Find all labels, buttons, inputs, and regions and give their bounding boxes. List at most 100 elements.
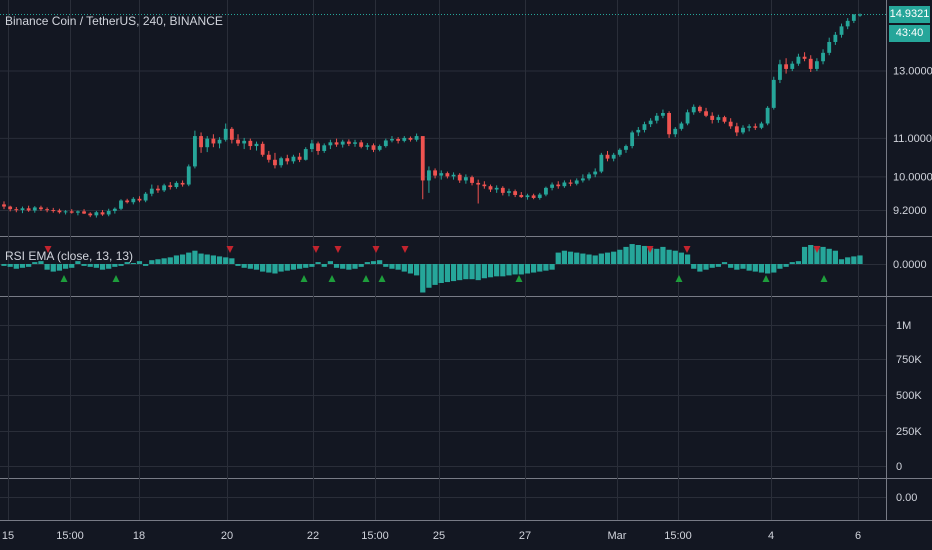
indicator-bar [44, 264, 50, 270]
indicator-tick-label: 0.0000 [893, 259, 927, 271]
candle-body [310, 143, 314, 150]
indicator-bar [229, 258, 235, 264]
indicator-bar [721, 262, 728, 264]
candle-body [833, 34, 838, 42]
indicator-bar [216, 256, 223, 264]
indicator-bar [820, 246, 826, 264]
candle-body [802, 56, 807, 59]
candle-body [242, 140, 247, 144]
candle-body [396, 139, 401, 141]
candle-body [821, 52, 825, 62]
candle-body [365, 145, 370, 147]
buy-signal-marker [362, 275, 370, 282]
indicator-bar [432, 264, 438, 285]
indicator-bar [19, 264, 26, 268]
candle-body [747, 126, 752, 128]
candle-body [716, 117, 721, 120]
volume-tick-label: 0 [896, 461, 902, 473]
candle-body [248, 140, 253, 147]
indicator-bar [7, 264, 13, 267]
candle-body [433, 170, 437, 176]
candle-body [174, 182, 179, 188]
indicator-bar [715, 264, 721, 267]
candle-body [599, 154, 604, 172]
candle-body [556, 184, 561, 187]
sell-signal-marker [372, 246, 380, 253]
sell-signal-marker [312, 246, 320, 253]
indicator-bar [364, 262, 370, 264]
indicator-bar [296, 264, 303, 269]
buy-signal-marker [675, 275, 683, 282]
indicator-bar [734, 264, 740, 270]
time-tick-label: 15 [2, 530, 14, 542]
candle-body [617, 149, 622, 155]
price-tick-label: 9.2000 [893, 205, 927, 217]
sell-signal-marker [44, 246, 52, 253]
indicator-bar [524, 264, 531, 274]
candle-body [728, 121, 733, 127]
indicator-bar [771, 264, 777, 273]
candle-body [667, 112, 672, 135]
indicator-title[interactable]: RSI EMA (close, 13, 13) [5, 249, 134, 263]
candle-body [531, 195, 536, 198]
candle-body [661, 112, 665, 116]
indicator-bar [623, 246, 629, 264]
candle-body [2, 204, 6, 207]
candle-body [691, 106, 696, 113]
candle-body [778, 64, 782, 80]
candle-body [605, 154, 610, 159]
indicator-bar [598, 253, 604, 264]
candle-body [741, 127, 745, 133]
candle-body [75, 211, 80, 213]
candle-body [494, 187, 499, 190]
candle-body [580, 178, 585, 181]
candle-body [186, 166, 191, 185]
candle-body [119, 200, 123, 209]
indicator-bar [167, 257, 173, 264]
indicator-bar [783, 264, 789, 267]
indicator-bar [303, 264, 309, 268]
indicator-bar [56, 264, 63, 271]
candle-body [814, 61, 819, 69]
candle-body [587, 174, 591, 179]
candle-body [402, 137, 407, 141]
indicator-bar [758, 264, 765, 273]
buy-signal-marker [515, 275, 523, 282]
candle-body [507, 191, 511, 193]
candle-body [125, 200, 130, 203]
candle-body [20, 208, 25, 211]
indicator-bar [370, 261, 377, 264]
price-tick-label: 10.0000 [893, 171, 932, 183]
indicator-bar [352, 264, 358, 269]
time-tick-label: 4 [768, 530, 774, 542]
candle-body [439, 173, 444, 176]
time-tick-label: 25 [433, 530, 445, 542]
bar-countdown-tag: 43:40 [889, 25, 930, 42]
time-tick-label: 15:00 [56, 530, 84, 542]
candle-body [199, 136, 203, 148]
indicator-bar [198, 253, 204, 264]
buy-signal-marker [60, 275, 68, 282]
candle-body [704, 111, 708, 116]
indicator-bar [192, 250, 198, 264]
indicator-bar [155, 259, 161, 264]
indicator-bar [81, 264, 87, 266]
symbol-title[interactable]: Binance Coin / TetherUS, 240, BINANCE [5, 14, 223, 28]
sell-signal-marker [226, 246, 234, 253]
indicator-bar [130, 263, 136, 264]
candle-body [827, 41, 832, 53]
candle-body [858, 14, 862, 16]
indicator-bar [315, 262, 321, 264]
candle-body [451, 174, 456, 177]
candle-body [334, 142, 339, 145]
indicator-bar [278, 264, 284, 272]
candle-body [82, 211, 86, 214]
candle-body [519, 194, 524, 198]
indicator-bar [789, 262, 795, 264]
indicator-bar [358, 264, 364, 267]
candle-body [697, 106, 702, 112]
indicator-bar [413, 264, 420, 276]
indicator-bar [389, 264, 395, 269]
